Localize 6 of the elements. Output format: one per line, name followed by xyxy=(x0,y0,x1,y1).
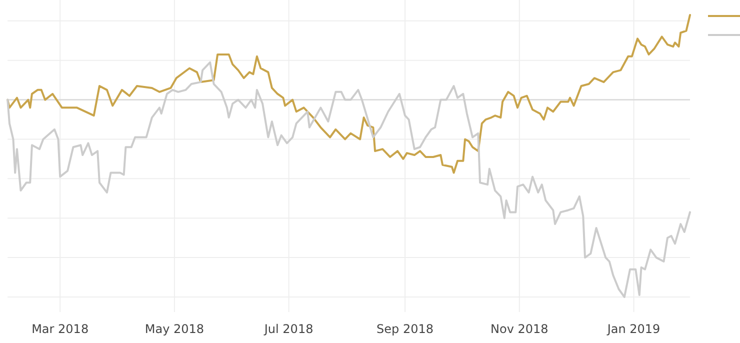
x-tick-label: Sep 2018 xyxy=(376,322,434,336)
x-tick-label: Jan 2019 xyxy=(606,322,660,336)
x-tick-label: Mar 2018 xyxy=(32,322,89,336)
x-tick-label: Jul 2018 xyxy=(263,322,314,336)
x-tick-label: Nov 2018 xyxy=(490,322,548,336)
x-tick-label: May 2018 xyxy=(144,322,204,336)
